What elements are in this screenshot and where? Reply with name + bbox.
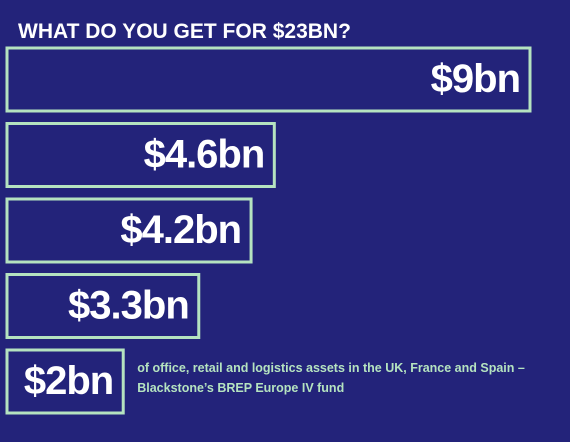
- annotation: of office, retail and logistics assets i…: [137, 361, 525, 395]
- value-label: $4.2bn: [120, 208, 241, 252]
- bar: [5, 122, 276, 188]
- value-label: $2bn: [24, 359, 113, 403]
- value-label: $4.6bn: [144, 133, 265, 177]
- value-label: $3.3bn: [68, 284, 189, 328]
- chart-title: WHAT DO YOU GET FOR $23BN?: [18, 20, 351, 43]
- annotation-box: of office, retail and logistics assets i…: [137, 361, 525, 395]
- bar: [5, 197, 253, 264]
- bar: [5, 348, 125, 415]
- bar: [5, 273, 201, 339]
- bar: [5, 46, 532, 113]
- value-label: $9bn: [431, 57, 520, 101]
